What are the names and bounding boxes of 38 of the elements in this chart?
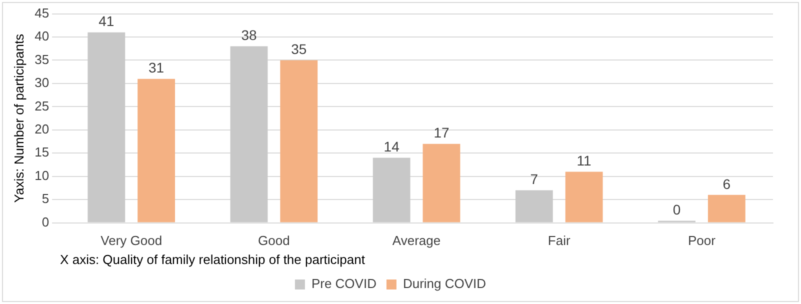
data-label: 7: [530, 171, 538, 188]
data-label: 14: [384, 138, 400, 155]
bar: [708, 194, 746, 222]
data-label: 41: [98, 13, 114, 30]
data-label: 11: [576, 152, 592, 169]
bar: [515, 190, 553, 222]
y-tick-label: 40: [34, 28, 50, 44]
y-tick-label: 35: [34, 52, 50, 67]
bar: [138, 78, 176, 222]
bar: [565, 172, 603, 222]
bar: [88, 32, 126, 222]
bar: [372, 158, 410, 222]
legend-label: Pre COVID: [311, 276, 376, 292]
y-tick-label: 45: [34, 5, 50, 20]
data-label: 0: [672, 202, 681, 218]
x-tick-label: Poor: [688, 233, 716, 248]
x-axis-title: X axis: Quality of family relationship of the participant: [60, 252, 366, 267]
x-tick-label: Fair: [548, 233, 571, 248]
data-label: 17: [434, 124, 450, 141]
bar: [280, 60, 318, 222]
x-tick-label: Good: [258, 233, 290, 248]
y-tick-label: 20: [34, 121, 50, 136]
bar: [230, 46, 268, 222]
x-tick-label: Very Good: [100, 233, 162, 248]
legend-label: During COVID: [402, 276, 486, 292]
y-tick-label: 10: [34, 168, 50, 183]
data-label: 6: [722, 176, 731, 192]
y-tick-label: 30: [34, 75, 50, 90]
data-label: 38: [241, 27, 257, 44]
data-label: 35: [291, 41, 307, 58]
y-tick-label: 5: [42, 191, 50, 206]
bar: [422, 144, 460, 222]
x-tick-label: Average: [392, 233, 441, 248]
y-tick-label: 0: [42, 214, 50, 230]
y-tick-label: 25: [34, 98, 50, 114]
y-tick-label: 15: [34, 144, 50, 160]
y-axis-title: Yaxis: Number of participants: [11, 33, 26, 203]
data-label: 31: [148, 60, 164, 76]
